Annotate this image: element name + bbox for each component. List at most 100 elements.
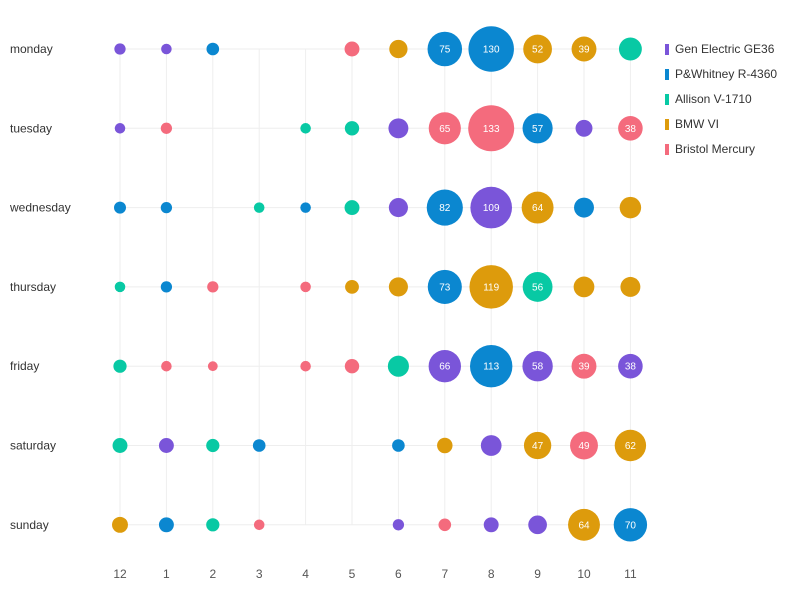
bubble-wednesday-11[interactable] bbox=[619, 196, 642, 219]
legend-label-bristol-mercury[interactable]: Bristol Mercury bbox=[675, 142, 755, 156]
bubble-saturday-8[interactable] bbox=[480, 435, 502, 456]
legend-swatch-bmw-vi bbox=[665, 119, 669, 130]
bubble-monday-7[interactable] bbox=[427, 31, 463, 67]
bubble-sunday-6[interactable] bbox=[392, 519, 405, 531]
bubble-saturday-12[interactable] bbox=[112, 438, 128, 453]
bubble-sunday-2[interactable] bbox=[206, 518, 220, 532]
bubble-label-tuesday-7: 65 bbox=[439, 124, 451, 135]
bubble-friday-12[interactable] bbox=[113, 359, 127, 373]
bubble-monday-12[interactable] bbox=[114, 43, 126, 55]
bubble-label-tuesday-8: 133 bbox=[483, 124, 500, 135]
bubble-wednesday-10[interactable] bbox=[574, 197, 594, 218]
bubble-label-friday-7: 66 bbox=[439, 362, 451, 373]
bubble-thursday-10[interactable] bbox=[573, 276, 595, 298]
bubble-sunday-11[interactable] bbox=[613, 508, 648, 542]
bubble-friday-8[interactable] bbox=[470, 345, 513, 388]
bubble-tuesday-10[interactable] bbox=[575, 119, 593, 137]
day-label-friday: friday bbox=[10, 359, 39, 373]
bubble-label-thursday-8: 119 bbox=[483, 282, 499, 293]
bubble-saturday-7[interactable] bbox=[437, 437, 453, 454]
bubble-wednesday-3[interactable] bbox=[253, 202, 265, 213]
legend-swatch-bristol-mercury bbox=[665, 144, 669, 155]
bubble-monday-2[interactable] bbox=[206, 42, 220, 56]
bubble-thursday-2[interactable] bbox=[207, 281, 219, 293]
legend-label-allison-v-1710[interactable]: Allison V-1710 bbox=[675, 92, 752, 106]
bubble-wednesday-12[interactable] bbox=[114, 201, 126, 214]
bubble-thursday-5[interactable] bbox=[345, 279, 359, 294]
bubble-label-monday-8: 130 bbox=[483, 45, 500, 56]
bubble-monday-11[interactable] bbox=[618, 37, 642, 61]
legend-label-bmw-vi[interactable]: BMW VI bbox=[675, 117, 719, 131]
day-labels: monday tuesday wednesday thursday friday satu… bbox=[9, 42, 71, 532]
hour-tick-4: 4 bbox=[302, 567, 309, 581]
bubble-saturday-1[interactable] bbox=[158, 438, 174, 453]
hour-tick-11: 11 bbox=[624, 567, 637, 581]
bubble-tuesday-11[interactable] bbox=[618, 116, 643, 141]
bubble-tuesday-12[interactable] bbox=[114, 123, 126, 134]
bubble-friday-6[interactable] bbox=[387, 355, 409, 377]
bubble-label-monday-7: 75 bbox=[439, 45, 451, 56]
bubble-sunday-1[interactable] bbox=[158, 517, 174, 533]
bubble-tuesday-4[interactable] bbox=[300, 123, 311, 134]
bubble-friday-2[interactable] bbox=[207, 361, 218, 372]
bubble-friday-10[interactable] bbox=[571, 353, 597, 379]
day-label-sunday: sunday bbox=[10, 518, 49, 532]
bubble-monday-5[interactable] bbox=[344, 41, 360, 57]
bubble-wednesday-6[interactable] bbox=[388, 198, 408, 218]
hour-tick-9: 9 bbox=[534, 567, 541, 581]
bubble-friday-11[interactable] bbox=[618, 353, 643, 379]
bubble-saturday-9[interactable] bbox=[523, 431, 552, 460]
bubble-thursday-4[interactable] bbox=[300, 281, 311, 293]
bubble-wednesday-1[interactable] bbox=[160, 201, 173, 214]
bubble-friday-7[interactable] bbox=[428, 350, 461, 383]
bubble-saturday-6[interactable] bbox=[392, 439, 405, 452]
bubble-monday-9[interactable] bbox=[523, 34, 552, 64]
day-label-thursday: thursday bbox=[10, 280, 56, 294]
bubble-friday-1[interactable] bbox=[161, 360, 172, 372]
hour-tick-7: 7 bbox=[441, 567, 448, 581]
bubble-monday-10[interactable] bbox=[571, 36, 597, 62]
bubble-thursday-7[interactable] bbox=[427, 269, 462, 304]
bubble-friday-9[interactable] bbox=[522, 351, 553, 382]
bubble-saturday-10[interactable] bbox=[570, 431, 598, 460]
bubble-tuesday-6[interactable] bbox=[388, 118, 409, 139]
day-label-tuesday: tuesday bbox=[10, 121, 52, 135]
bubble-thursday-12[interactable] bbox=[114, 281, 126, 293]
bubble-monday-1[interactable] bbox=[161, 43, 172, 55]
bubble-saturday-11[interactable] bbox=[614, 429, 647, 462]
bubble-tuesday-1[interactable] bbox=[160, 122, 173, 134]
bubble-monday-6[interactable] bbox=[389, 39, 408, 59]
bubble-sunday-9[interactable] bbox=[528, 515, 547, 535]
bubble-sunday-7[interactable] bbox=[438, 518, 452, 532]
bubble-tuesday-8[interactable] bbox=[468, 105, 515, 152]
bubble-tuesday-7[interactable] bbox=[428, 112, 461, 145]
bubble-sunday-12[interactable] bbox=[112, 516, 128, 533]
bubble-wednesday-7[interactable] bbox=[426, 189, 463, 226]
bubble-wednesday-5[interactable] bbox=[344, 200, 360, 216]
bubble-tuesday-9[interactable] bbox=[522, 113, 553, 144]
bubble-wednesday-4[interactable] bbox=[300, 202, 311, 213]
bubble-thursday-8[interactable] bbox=[469, 265, 513, 309]
bubble-thursday-1[interactable] bbox=[160, 281, 173, 293]
legend-label-gen-electric-ge36[interactable]: Gen Electric GE36 bbox=[675, 42, 775, 56]
bubble-thursday-11[interactable] bbox=[620, 276, 641, 297]
bubble-sunday-10[interactable] bbox=[568, 508, 600, 541]
legend-label-p-whitney-r-4360[interactable]: P&Whitney R-4360 bbox=[675, 67, 777, 81]
bubbles: 75 130 52 39 65 133 57 38 82 109 64 73 119 56 66 113 58 3… bbox=[112, 26, 648, 542]
bubble-tuesday-5[interactable] bbox=[344, 121, 360, 136]
bubble-friday-5[interactable] bbox=[344, 359, 360, 374]
bubble-wednesday-9[interactable] bbox=[521, 191, 554, 224]
legend-swatch-p-whitney-r-4360 bbox=[665, 69, 669, 80]
bubble-label-wednesday-7: 82 bbox=[439, 203, 451, 214]
bubble-sunday-8[interactable] bbox=[483, 517, 499, 533]
bubble-thursday-6[interactable] bbox=[388, 277, 408, 297]
bubble-saturday-3[interactable] bbox=[252, 439, 266, 452]
bubble-friday-4[interactable] bbox=[300, 360, 311, 372]
bubble-wednesday-8[interactable] bbox=[470, 186, 513, 229]
bubble-thursday-9[interactable] bbox=[522, 271, 553, 302]
bubble-monday-8[interactable] bbox=[468, 26, 514, 72]
bubble-sunday-3[interactable] bbox=[253, 519, 265, 531]
bubble-saturday-2[interactable] bbox=[206, 438, 220, 453]
hour-tick-12: 12 bbox=[113, 567, 127, 581]
